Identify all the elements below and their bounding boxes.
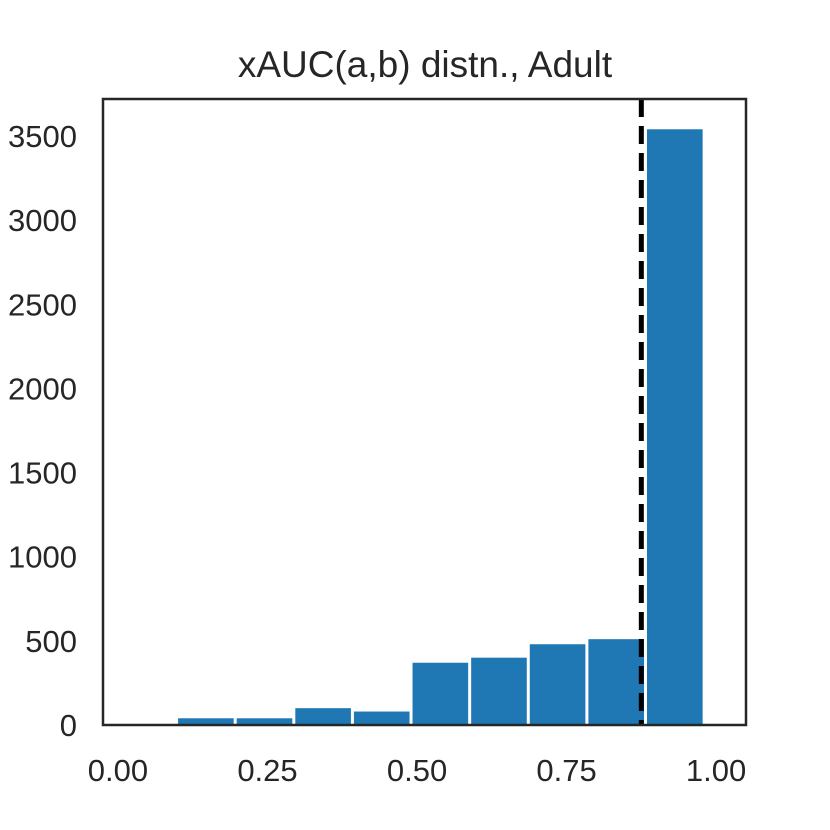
bars-group: [178, 129, 703, 725]
x-tick-label: 0.25: [237, 753, 297, 788]
histogram-bar-3: [295, 708, 351, 725]
histogram-bar-4: [353, 711, 410, 725]
histogram-bar-7: [529, 644, 586, 725]
chart-title: xAUC(a,b) distn., Adult: [238, 44, 613, 85]
y-axis-ticks: 0 500 1000 1500 2000 2500 3000 3500: [8, 119, 77, 743]
histogram-bar-5: [412, 662, 469, 725]
histogram-bar-6: [471, 657, 527, 725]
plot-frame: [101, 97, 748, 727]
histogram-bar-2: [236, 718, 293, 725]
histogram-bar-1: [178, 718, 234, 725]
y-tick-label: 500: [25, 624, 77, 659]
y-tick-label: 2500: [8, 287, 77, 322]
y-tick-label: 2000: [8, 371, 77, 406]
histogram-bar-8: [588, 639, 645, 725]
x-tick-label: 0.75: [536, 753, 596, 788]
y-tick-label: 0: [60, 708, 77, 743]
x-tick-label: 1.00: [686, 753, 746, 788]
histogram-bar-9: [647, 129, 703, 725]
x-tick-label: 0.50: [387, 753, 447, 788]
y-tick-label: 1500: [8, 456, 77, 491]
y-tick-label: 3000: [8, 203, 77, 238]
y-tick-label: 3500: [8, 119, 77, 154]
y-tick-label: 1000: [8, 540, 77, 575]
x-axis-ticks: 0.00 0.25 0.50 0.75 1.00: [88, 753, 746, 788]
x-tick-label: 0.00: [88, 753, 148, 788]
